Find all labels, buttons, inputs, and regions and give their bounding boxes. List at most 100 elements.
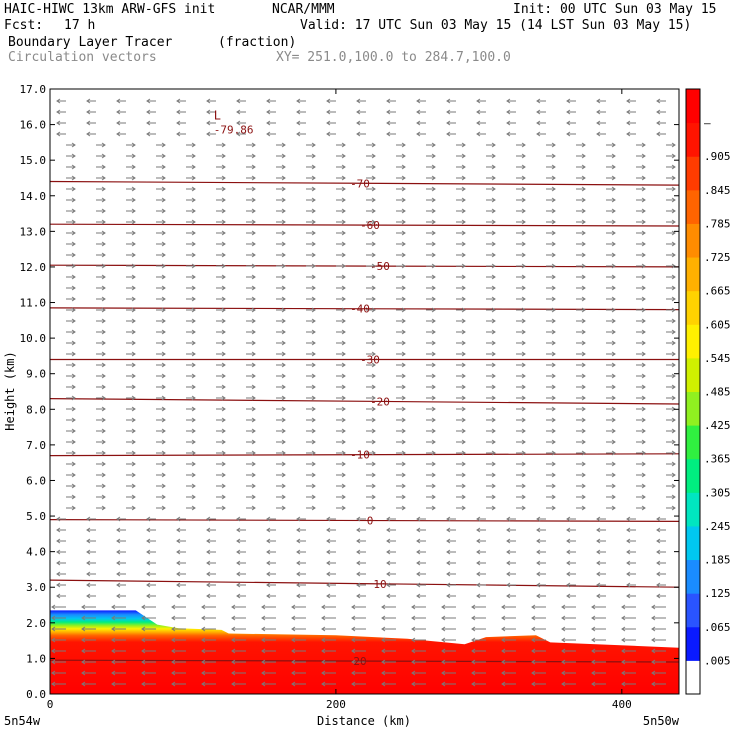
wind-vector-head <box>81 670 86 676</box>
wind-vector-head <box>491 351 496 357</box>
wind-vector-head <box>506 593 511 599</box>
wind-vector-head <box>656 527 661 533</box>
wind-vector-head <box>161 395 166 401</box>
wind-vector-head <box>51 648 56 654</box>
wind-vector-head <box>591 604 596 610</box>
wind-vector-head <box>491 472 496 478</box>
wind-vector-head <box>146 98 151 104</box>
wind-vector-head <box>281 142 286 148</box>
wind-vector-head <box>281 329 286 335</box>
wind-vector-head <box>206 527 211 533</box>
isotherm-label: -20 <box>370 395 390 408</box>
wind-vector-head <box>581 208 586 214</box>
wind-vector-head <box>476 516 481 522</box>
wind-vector-head <box>161 274 166 280</box>
wind-vector-head <box>461 263 466 269</box>
wind-vector-head <box>51 637 56 643</box>
wind-vector-head <box>326 582 331 588</box>
wind-vector-head <box>671 340 676 346</box>
wind-vector-head <box>71 164 76 170</box>
wind-vector-head <box>581 417 586 423</box>
wind-vector-head <box>101 329 106 335</box>
wind-vector-head <box>176 120 181 126</box>
wind-vector-head <box>236 527 241 533</box>
wind-vector-head <box>611 450 616 456</box>
wind-vector-head <box>461 505 466 511</box>
wind-vector-head <box>521 505 526 511</box>
wind-vector-head <box>206 549 211 555</box>
wind-vector-head <box>371 197 376 203</box>
wind-vector-head <box>401 208 406 214</box>
wind-vector-head <box>311 274 316 280</box>
wind-vector-head <box>191 439 196 445</box>
wind-vector-head <box>281 153 286 159</box>
wind-vector-head <box>491 362 496 368</box>
wind-vector-head <box>221 450 226 456</box>
wind-vector-head <box>191 373 196 379</box>
wind-vector-head <box>326 571 331 577</box>
wind-vector-head <box>231 681 236 687</box>
wind-vector-head <box>671 461 676 467</box>
colorbar-segment <box>686 189 700 224</box>
wind-vector-head <box>281 406 286 412</box>
wind-vector-head <box>641 197 646 203</box>
wind-vector-head <box>111 648 116 654</box>
wind-vector-head <box>161 461 166 467</box>
wind-vector-head <box>191 230 196 236</box>
wind-vector-head <box>531 648 536 654</box>
wind-vector-head <box>86 527 91 533</box>
wind-vector-head <box>56 560 61 566</box>
wind-vector-head <box>281 230 286 236</box>
wind-vector-head <box>416 98 421 104</box>
org-label: NCAR/MMM <box>272 2 335 17</box>
wind-vector-head <box>476 582 481 588</box>
wind-vector-head <box>521 351 526 357</box>
wind-vector-head <box>131 439 136 445</box>
wind-vector-head <box>386 109 391 115</box>
wind-vector-head <box>281 417 286 423</box>
wind-vector-head <box>221 439 226 445</box>
wind-vector-head <box>671 230 676 236</box>
wind-vector-head <box>111 681 116 687</box>
wind-vector-head <box>401 439 406 445</box>
colorbar-segment <box>686 525 700 561</box>
colorbar-segment <box>686 559 700 594</box>
wind-vector-head <box>281 263 286 269</box>
wind-vector-head <box>251 483 256 489</box>
wind-vector-head <box>191 417 196 423</box>
isotherm-label: -40 <box>350 303 370 316</box>
plot-frame <box>49 88 680 695</box>
wind-vector-head <box>581 461 586 467</box>
wind-vector-head <box>281 483 286 489</box>
wind-vector-head <box>401 362 406 368</box>
wind-vector-head <box>341 164 346 170</box>
wind-vector-head <box>81 604 86 610</box>
wind-vector-head <box>281 186 286 192</box>
wind-vector-head <box>326 516 331 522</box>
wind-vector-head <box>71 373 76 379</box>
wind-vector-head <box>296 109 301 115</box>
wind-vector-head <box>161 142 166 148</box>
wind-vector-head <box>116 516 121 522</box>
wind-vector-head <box>461 318 466 324</box>
wind-vector-head <box>161 428 166 434</box>
wind-vector-head <box>641 472 646 478</box>
wind-vector-head <box>146 120 151 126</box>
wind-vector-head <box>326 593 331 599</box>
wind-vector-head <box>341 208 346 214</box>
y-tick-label: 9.0 <box>26 368 46 381</box>
wind-vector-head <box>621 670 626 676</box>
wind-vector-head <box>536 98 541 104</box>
colorbar-label: .245 <box>704 520 731 533</box>
wind-vector-head <box>281 241 286 247</box>
wind-vector-head <box>71 483 76 489</box>
wind-vector-head <box>506 120 511 126</box>
wind-vector-head <box>656 120 661 126</box>
wind-vector-head <box>161 252 166 258</box>
wind-vector-head <box>491 175 496 181</box>
wind-vector-head <box>491 450 496 456</box>
wind-vector-head <box>611 417 616 423</box>
wind-vector-head <box>221 340 226 346</box>
wind-vector-head <box>431 461 436 467</box>
wind-vector-head <box>251 395 256 401</box>
